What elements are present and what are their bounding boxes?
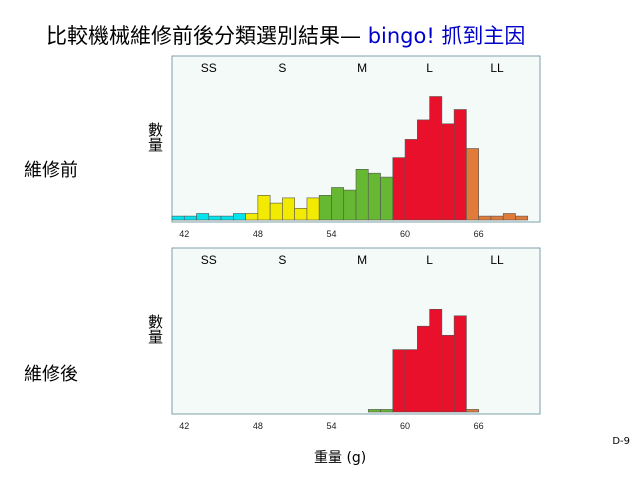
before-bar <box>257 195 271 221</box>
before-bar <box>367 172 381 221</box>
after-bar <box>404 349 418 413</box>
before-bar <box>208 215 222 221</box>
before-bar <box>441 123 455 221</box>
before-bar <box>318 195 332 221</box>
before-bar <box>466 148 479 221</box>
after-bar <box>466 409 479 413</box>
before-x-tick-label: 42 <box>179 229 189 239</box>
before-grade-label: LL <box>490 61 504 75</box>
after-bar <box>429 308 443 413</box>
before-label: 維修前 <box>24 160 78 181</box>
after-grade-label: S <box>278 253 286 267</box>
after-x-tick-label: 66 <box>474 421 484 431</box>
after-bar <box>380 409 394 413</box>
x-axis-label: 重量 (g) <box>314 450 367 466</box>
before-bar <box>490 215 504 221</box>
before-bar <box>220 215 234 221</box>
title-highlight: bingo! 抓到主因 <box>367 24 526 48</box>
after-grade-label: SS <box>201 253 217 267</box>
after-label: 維修後 <box>24 364 78 385</box>
after-grade-label: M <box>357 253 367 267</box>
after-grade-label: LL <box>490 253 504 267</box>
before-bar <box>355 169 369 221</box>
before-x-tick-label: 66 <box>474 229 484 239</box>
after-x-tick-label: 54 <box>326 421 336 431</box>
after-x-tick-label: 42 <box>179 421 189 431</box>
after-bar <box>392 349 406 413</box>
before-grade-label: L <box>426 61 433 75</box>
before-bar <box>392 157 406 221</box>
before-bar <box>282 197 295 221</box>
before-bar <box>294 208 308 221</box>
after-bar <box>441 334 455 413</box>
before-x-tick-label: 54 <box>326 229 336 239</box>
before-bar <box>453 109 467 221</box>
before-y-axis-label: 數量 <box>146 122 164 152</box>
after-grade-label: L <box>426 253 433 267</box>
before-bar <box>171 215 185 221</box>
slide-title: 比較機械維修前後分類選別結果— bingo! 抓到主因 <box>46 20 525 50</box>
before-bar <box>245 213 259 221</box>
before-bar <box>183 215 197 221</box>
before-grade-label: SS <box>201 61 217 75</box>
before-x-tick-label: 60 <box>400 229 410 239</box>
after-x-tick-label: 48 <box>253 421 263 431</box>
before-bar <box>331 187 345 221</box>
before-bar <box>196 213 210 221</box>
title-main: 比較機械維修前後分類選別結果 <box>46 24 340 48</box>
before-bar <box>478 215 492 221</box>
after-bar <box>367 409 381 413</box>
after-plot-area <box>171 247 541 415</box>
before-bar <box>417 119 430 221</box>
title-dash: — <box>340 24 361 48</box>
before-bar <box>380 176 394 221</box>
before-bar <box>515 215 529 221</box>
page-number: D-9 <box>612 436 630 447</box>
before-bar <box>343 189 357 221</box>
before-bar <box>269 202 283 221</box>
after-y-axis-label: 數量 <box>146 314 164 344</box>
before-bar <box>306 197 320 221</box>
after-x-tick-label: 60 <box>400 421 410 431</box>
after-bar <box>417 325 430 413</box>
before-bar <box>233 213 246 221</box>
before-grade-label: S <box>278 61 286 75</box>
before-x-tick-label: 48 <box>253 229 263 239</box>
after-bar <box>453 315 467 413</box>
before-bar <box>404 139 418 221</box>
before-grade-label: M <box>357 61 367 75</box>
before-bar <box>429 96 443 221</box>
before-bar <box>502 213 516 221</box>
